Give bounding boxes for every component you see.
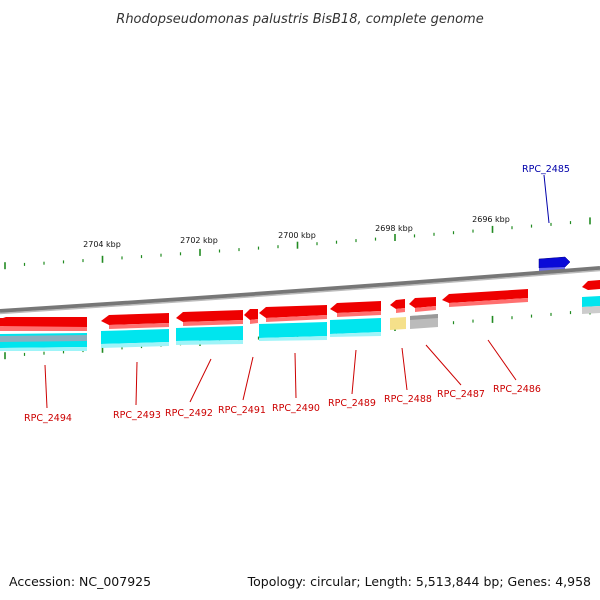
gene-forward-RPC_2485[interactable]	[538, 256, 571, 269]
gene-label-RPC_2490[interactable]: RPC_2490	[272, 403, 320, 414]
genome-backbone-highlight	[0, 269, 600, 315]
outer-tick-row	[4, 217, 591, 270]
gene-label-RPC_2493[interactable]: RPC_2493	[113, 410, 161, 421]
feature-track	[0, 296, 600, 351]
gene-reverse-offscreen[interactable]	[582, 280, 600, 290]
map-title: Rhodopseudomonas palustris BisB18, compl…	[116, 12, 483, 27]
gene-reverse-RPC_2490[interactable]	[259, 305, 327, 322]
scale-label: 2704 kbp	[83, 240, 121, 249]
gene-label-RPC_2494[interactable]: RPC_2494	[24, 413, 72, 424]
gene-reverse-RPC_2493[interactable]	[101, 313, 169, 329]
scale-label: 2702 kbp	[180, 236, 218, 245]
accession-text: Accession: NC_007925	[9, 574, 151, 589]
gene-reverse-RPC_2486[interactable]	[442, 289, 528, 307]
gene-label-RPC_2485[interactable]: RPC_2485	[522, 164, 570, 175]
gene-reverse-RPC_2487[interactable]	[409, 297, 436, 312]
scale-label: 2700 kbp	[278, 231, 316, 240]
scale-label: 2698 kbp	[375, 224, 413, 233]
gene-reverse-RPC_2494[interactable]	[0, 317, 87, 331]
gene-reverse-RPC_2492[interactable]	[176, 310, 243, 326]
gene-leaders	[44, 339, 517, 409]
gene-reverse-RPC_2488[interactable]	[390, 299, 405, 313]
leader-line-RPC_2485	[543, 174, 550, 224]
gene-label-RPC_2491[interactable]: RPC_2491	[218, 405, 266, 416]
gene-reverse-RPC_2491[interactable]	[244, 309, 258, 324]
gene-label-RPC_2489[interactable]: RPC_2489	[328, 398, 376, 409]
rna-feature	[390, 317, 406, 330]
reverse-genes	[0, 280, 600, 331]
gene-label-RPC_2486[interactable]: RPC_2486	[493, 384, 541, 395]
scale-label: 2696 kbp	[472, 215, 510, 224]
gene-reverse-RPC_2489[interactable]	[330, 301, 381, 317]
genome-backbone	[0, 266, 600, 313]
gene-label-RPC_2492[interactable]: RPC_2492	[165, 408, 213, 419]
gene-labels: RPC_2486 RPC_2487 RPC_2488 RPC_2489 RPC_…	[24, 384, 541, 424]
gene-label-RPC_2488[interactable]: RPC_2488	[384, 394, 432, 405]
topology-text: Topology: circular; Length: 5,513,844 bp…	[247, 574, 591, 589]
gene-label-RPC_2487[interactable]: RPC_2487	[437, 389, 485, 400]
scale-labels: 2704 kbp 2702 kbp 2700 kbp 2698 kbp 2696…	[83, 215, 510, 249]
